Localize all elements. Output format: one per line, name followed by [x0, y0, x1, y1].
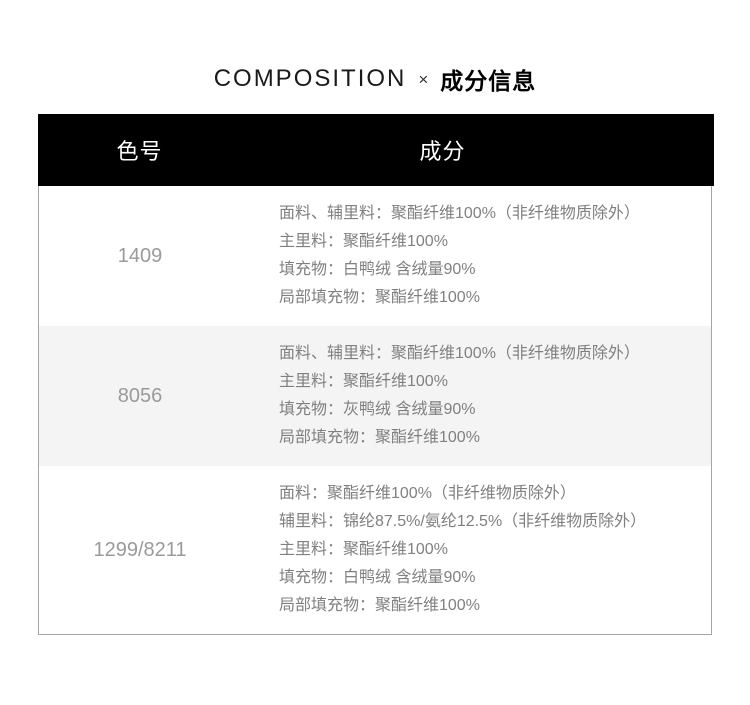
- composition-line: 辅里料：锦纶87.5%/氨纶12.5%（非纤维物质除外）: [279, 513, 647, 530]
- table-row: 1409 面料、辅里料：聚酯纤维100%（非纤维物质除外） 主里料：聚酯纤维10…: [39, 186, 711, 326]
- composition-line: 面料、辅里料：聚酯纤维100%（非纤维物质除外）: [279, 205, 640, 222]
- color-code: 1299/8211: [93, 538, 187, 561]
- composition-line: 面料：聚酯纤维100%（非纤维物质除外）: [279, 485, 576, 502]
- color-code: 8056: [117, 384, 163, 407]
- header-color-code: 色号: [116, 139, 163, 164]
- composition-details: 面料：聚酯纤维100%（非纤维物质除外） 辅里料：锦纶87.5%/氨纶12.5%…: [241, 466, 711, 634]
- composition-line: 局部填充物：聚酯纤维100%: [279, 597, 480, 614]
- table-header-row: 色号 成分: [38, 114, 714, 186]
- title-multiply-icon: ×: [418, 70, 429, 89]
- composition-line: 填充物：灰鸭绒 含绒量90%: [279, 401, 476, 418]
- composition-line: 局部填充物：聚酯纤维100%: [279, 289, 480, 306]
- product-composition-page: COMPOSITION × 成分信息 色号 成分 1409 面料、辅里料：聚酯纤…: [0, 64, 750, 705]
- composition-details: 面料、辅里料：聚酯纤维100%（非纤维物质除外） 主里料：聚酯纤维100% 填充…: [241, 186, 711, 326]
- composition-line: 主里料：聚酯纤维100%: [279, 541, 448, 558]
- header-composition: 成分: [419, 139, 466, 164]
- table-row: 8056 面料、辅里料：聚酯纤维100%（非纤维物质除外） 主里料：聚酯纤维10…: [39, 326, 711, 466]
- color-code: 1409: [117, 244, 163, 267]
- composition-line: 填充物：白鸭绒 含绒量90%: [279, 261, 476, 278]
- title-chinese: 成分信息: [440, 68, 537, 94]
- composition-table: 色号 成分 1409 面料、辅里料：聚酯纤维100%（非纤维物质除外） 主里料：…: [38, 114, 714, 635]
- composition-line: 填充物：白鸭绒 含绒量90%: [279, 569, 476, 586]
- title-english: COMPOSITION: [213, 65, 407, 92]
- composition-line: 面料、辅里料：聚酯纤维100%（非纤维物质除外）: [279, 345, 640, 362]
- composition-line: 主里料：聚酯纤维100%: [279, 373, 448, 390]
- table-row: 1299/8211 面料：聚酯纤维100%（非纤维物质除外） 辅里料：锦纶87.…: [39, 466, 711, 634]
- composition-details: 面料、辅里料：聚酯纤维100%（非纤维物质除外） 主里料：聚酯纤维100% 填充…: [241, 326, 711, 466]
- composition-line: 主里料：聚酯纤维100%: [279, 233, 448, 250]
- section-title: COMPOSITION × 成分信息: [0, 64, 750, 94]
- composition-line: 局部填充物：聚酯纤维100%: [279, 429, 480, 446]
